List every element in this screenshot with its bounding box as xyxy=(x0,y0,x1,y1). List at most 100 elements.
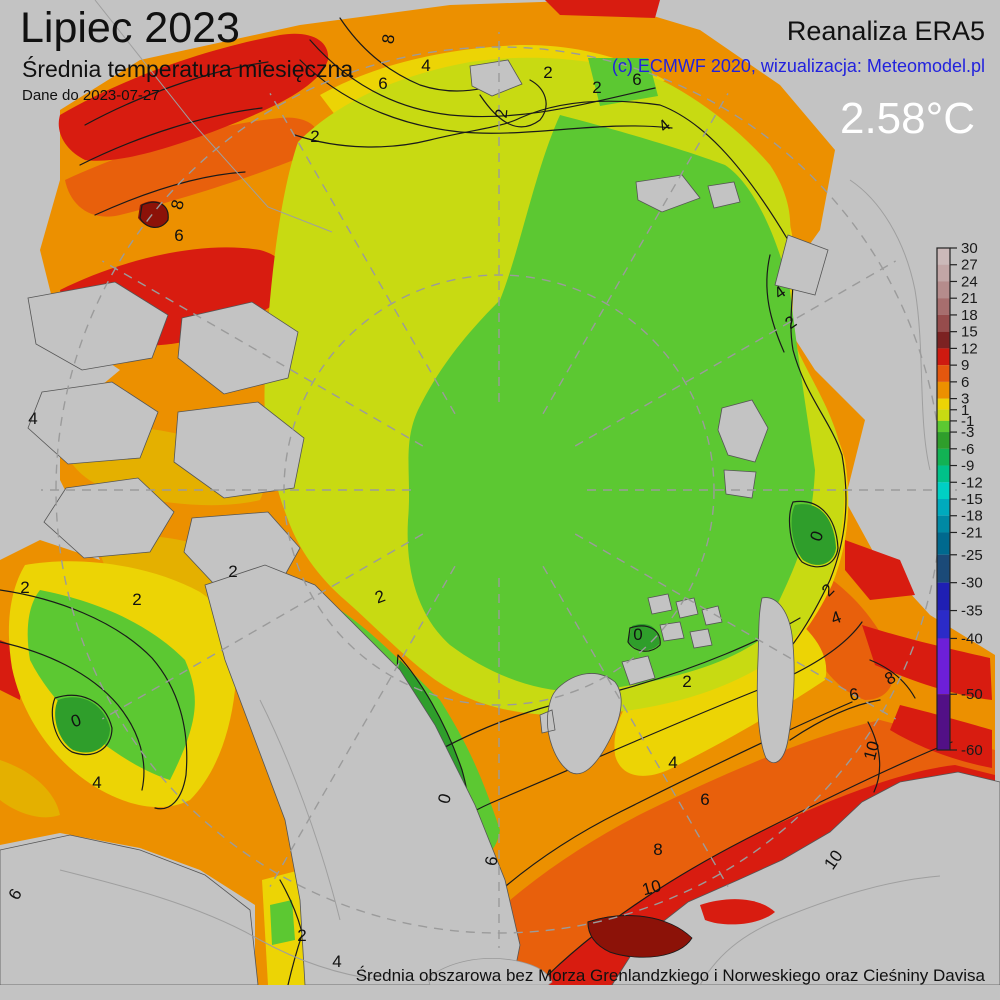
colorbar-band xyxy=(937,264,950,282)
contour-label: 0 xyxy=(633,625,642,644)
colorbar-band xyxy=(937,515,950,533)
land-wrangel-island xyxy=(469,59,523,97)
ocean-darkgreen-kara xyxy=(791,504,836,565)
graticule-meridian-line xyxy=(542,565,729,887)
contour-chukchi-maroon xyxy=(139,201,169,228)
scandinavia-coast-detail xyxy=(699,875,941,986)
contour-label: 4 xyxy=(668,753,677,772)
land-svalbard xyxy=(539,655,656,775)
land-new-siberian-islands xyxy=(635,174,741,213)
colorbar-tick-label: 12 xyxy=(961,340,978,357)
contour-label: 10 xyxy=(640,876,663,899)
colorbar-tick-label: -40 xyxy=(961,630,983,647)
contour-kara-0 xyxy=(788,500,839,568)
colorbar-band xyxy=(937,638,950,695)
ocean-darkgreen-baffin xyxy=(55,697,110,753)
colorbar-band xyxy=(937,554,950,583)
colorbar-band xyxy=(937,348,950,366)
contour-label: 6 xyxy=(848,684,861,704)
colorbar-tick-label: 18 xyxy=(961,307,978,324)
contour-label: 2 xyxy=(297,926,306,945)
ocean-red-chukchi xyxy=(58,33,329,161)
contour-label: 8 xyxy=(653,840,662,859)
colorbar-band xyxy=(937,365,950,382)
siberia-coast-detail xyxy=(849,179,931,471)
contour-label: 4 xyxy=(92,773,101,792)
colorbar-tick-label: 24 xyxy=(961,273,978,290)
graticule-meridian-line xyxy=(574,260,896,447)
land-severnaya-zemlya xyxy=(717,399,769,499)
colorbar-tick-label: -60 xyxy=(961,742,983,759)
contour-label: 2 xyxy=(132,590,141,609)
colorbar-tick-label: 1 xyxy=(961,402,969,419)
colorbar-band xyxy=(937,381,950,399)
colorbar-tick-label: -18 xyxy=(961,508,983,525)
contour-laptev-0 xyxy=(627,625,661,652)
colorbar-tick-label: -1 xyxy=(961,413,974,430)
colorbar-band xyxy=(937,281,950,299)
colorbar-band xyxy=(937,499,950,516)
greenland-interior-detail xyxy=(259,699,341,921)
colorbar-tick-label: -30 xyxy=(961,575,983,592)
credit-label: (c) ECMWF 2020, wizualizacja: Meteomodel… xyxy=(611,56,985,76)
contour-baffin-0 xyxy=(51,694,113,756)
colorbar-band xyxy=(937,409,950,421)
colorbar-band xyxy=(937,398,950,410)
colorbar-band xyxy=(937,314,950,332)
colorbar-tick-label: 3 xyxy=(961,391,969,408)
colorbar-band xyxy=(937,432,950,449)
data-date-note: Dane do 2023-07-27 xyxy=(22,87,160,104)
land-victoria-island xyxy=(177,301,299,395)
contour-bering-4 xyxy=(299,59,673,134)
contour-baffin-2 xyxy=(0,589,188,810)
land-franz-josef-land xyxy=(647,593,723,649)
ocean-red-top xyxy=(545,0,660,18)
colorbar-tick-label: 15 xyxy=(961,324,978,341)
colorbar-band xyxy=(937,420,950,433)
contour-label: 6 xyxy=(174,226,183,245)
contour-label: 2 xyxy=(228,562,237,581)
ocean-maroon-chukchi xyxy=(138,201,169,228)
labrador-coast-detail xyxy=(59,869,381,981)
ocean-green-swgreenland xyxy=(270,900,295,945)
colorbar-band xyxy=(937,331,950,349)
colorbar-tick-label: -35 xyxy=(961,603,983,620)
colorbar-tick-label: -3 xyxy=(961,424,974,441)
contour-label: 6 xyxy=(700,790,709,809)
colorbar-band xyxy=(937,582,950,611)
colorbar-tick-label: -15 xyxy=(961,491,983,508)
contour-label: 8 xyxy=(378,33,398,46)
graticule-meridian-line xyxy=(269,565,456,887)
ocean-white-sea xyxy=(587,915,693,958)
graticule-meridian-line xyxy=(102,533,424,720)
ocean-red-kara-coast xyxy=(845,540,915,600)
contour-label: 2 xyxy=(492,108,512,119)
colorbar-tick-label: 9 xyxy=(961,357,969,374)
colorbar-tick-label: -9 xyxy=(961,458,974,475)
graticule-meridian-line xyxy=(269,93,456,415)
graticule-meridian-line xyxy=(542,93,729,415)
colorbar-band xyxy=(937,482,950,499)
contour-label: 6 xyxy=(632,70,641,89)
contour-kara-8 xyxy=(869,659,916,699)
land-taymyr-peninsula xyxy=(774,234,829,296)
land-layer xyxy=(0,59,1000,1000)
contour-label: 4 xyxy=(332,952,341,971)
colorbar-tick-label: -12 xyxy=(961,474,983,491)
contour-wrangel-2 xyxy=(479,79,547,128)
mean-temperature-value: 2.58°C xyxy=(839,94,975,143)
contour-label: 4 xyxy=(421,56,430,75)
graticule-meridian-line xyxy=(102,260,424,447)
alaska-coastline xyxy=(94,0,333,233)
contour-label: 10 xyxy=(860,739,883,762)
land-novaya-zemlya xyxy=(756,597,795,763)
contour-coast-10a xyxy=(867,721,881,793)
contour-label: 2 xyxy=(20,578,29,597)
colorbar-tick-label: 30 xyxy=(961,240,978,257)
contour-basin-2 xyxy=(294,100,847,661)
graticule-parallel-circle xyxy=(283,274,715,706)
colorbar-tick-label: 6 xyxy=(961,374,969,391)
